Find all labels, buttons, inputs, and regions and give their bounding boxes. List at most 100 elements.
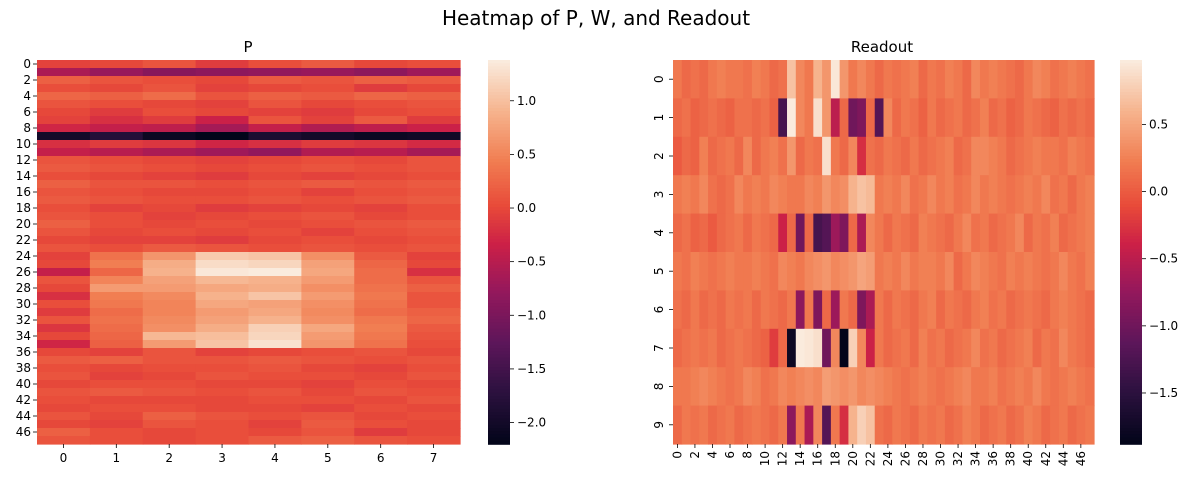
heatmap-cell xyxy=(822,60,832,99)
heatmap-cell xyxy=(301,252,355,261)
heatmap-cell xyxy=(89,108,144,117)
heatmap-p-y-axis: 0246810121416182022242628303234363840424… xyxy=(16,57,37,439)
colorbar-segment xyxy=(488,306,510,311)
colorbar-segment xyxy=(1120,271,1142,276)
heatmap-cell xyxy=(89,300,144,309)
heatmap-cell xyxy=(1032,328,1042,368)
heatmap-cell xyxy=(301,212,355,221)
heatmap-cell xyxy=(778,98,788,138)
heatmap-cell xyxy=(936,213,946,253)
heatmap-cell xyxy=(883,328,893,368)
heatmap-cell xyxy=(716,136,727,176)
heatmap-cell xyxy=(936,175,946,215)
heatmap-cell xyxy=(354,244,408,253)
heatmap-cell xyxy=(195,84,250,93)
heatmap-cell xyxy=(743,405,753,445)
heatmap-cell xyxy=(839,405,850,445)
heatmap-cell xyxy=(195,180,250,189)
colorbar-segment xyxy=(488,389,510,394)
heatmap-cell xyxy=(37,284,91,293)
heatmap-cell xyxy=(1085,175,1095,215)
heatmap-p-title: P xyxy=(243,38,252,56)
heatmap-cell xyxy=(865,60,876,99)
heatmap-cell xyxy=(708,252,718,291)
heatmap-cell xyxy=(195,140,250,149)
colorbar-segment xyxy=(488,136,510,141)
heatmap-cell xyxy=(901,328,911,368)
heatmap-cell xyxy=(918,136,928,176)
heatmap-cell xyxy=(89,148,144,157)
colorbar-segment xyxy=(488,242,510,247)
colorbar-segment xyxy=(1120,408,1142,413)
heatmap-cell xyxy=(89,324,144,333)
colorbar-segment xyxy=(488,296,510,301)
colorbar-segment xyxy=(488,152,510,157)
heatmap-cell xyxy=(248,348,302,357)
heatmap-cell xyxy=(37,84,91,93)
heatmap-cell xyxy=(354,284,408,293)
heatmap-cell xyxy=(892,213,902,253)
heatmap-cell xyxy=(725,367,735,407)
heatmap-cell xyxy=(37,116,91,125)
y-tick-label: 1 xyxy=(652,114,666,122)
colorbar-segment xyxy=(1120,312,1142,317)
heatmap-cell xyxy=(874,213,885,253)
heatmap-cell xyxy=(1041,213,1051,253)
heatmap-cell xyxy=(1085,98,1095,138)
heatmap-cell xyxy=(901,405,911,445)
heatmap-cell xyxy=(751,290,762,330)
colorbar-segment xyxy=(1120,236,1142,240)
colorbar-segment xyxy=(488,98,510,103)
colorbar-segment xyxy=(488,239,510,244)
heatmap-cell xyxy=(857,367,867,407)
heatmap-cell xyxy=(813,60,823,99)
colorbar-segment xyxy=(488,415,510,420)
heatmap-cell xyxy=(997,405,1007,445)
heatmap-cell xyxy=(681,290,692,330)
heatmap-cell xyxy=(301,356,355,365)
heatmap-cell xyxy=(37,332,91,341)
heatmap-cell xyxy=(1058,98,1069,138)
heatmap-cell xyxy=(142,220,197,229)
heatmap-cell xyxy=(813,175,823,215)
heatmap-cell xyxy=(195,436,250,445)
heatmap-cell xyxy=(673,136,683,176)
heatmap-cell xyxy=(37,156,91,165)
colorbar-segment xyxy=(1120,194,1142,199)
heatmap-cell xyxy=(997,175,1007,215)
heatmap-cell xyxy=(1015,328,1025,368)
colorbar-segment xyxy=(488,210,510,215)
y-tick-label: 38 xyxy=(16,361,31,375)
heatmap-cell xyxy=(37,196,91,205)
heatmap-cell xyxy=(1032,175,1042,215)
heatmap-cell xyxy=(997,290,1007,330)
heatmap-cell xyxy=(37,180,91,189)
heatmap-cell xyxy=(407,116,461,125)
colorbar-segment xyxy=(1120,402,1142,407)
colorbar-segment xyxy=(488,140,510,144)
heatmap-cell xyxy=(142,116,197,125)
heatmap-cell xyxy=(918,175,928,215)
heatmap-cell xyxy=(195,404,250,413)
heatmap-cell xyxy=(708,175,718,215)
heatmap-cell xyxy=(248,60,302,69)
y-tick-label: 18 xyxy=(16,201,31,215)
heatmap-cell xyxy=(407,260,461,269)
heatmap-cell xyxy=(354,92,408,101)
heatmap-cell xyxy=(1067,367,1078,407)
colorbar-segment xyxy=(1120,367,1142,372)
heatmap-cell xyxy=(301,308,355,317)
heatmap-cell xyxy=(407,92,461,101)
heatmap-cell xyxy=(1085,60,1095,99)
heatmap-cell xyxy=(354,148,408,157)
heatmap-cell xyxy=(248,108,302,117)
heatmap-cell xyxy=(248,164,302,173)
heatmap-cell xyxy=(927,328,937,368)
heatmap-cell xyxy=(354,204,408,213)
x-tick-label: 2 xyxy=(165,451,173,465)
heatmap-cell xyxy=(751,252,762,291)
heatmap-cell xyxy=(787,405,797,445)
heatmap-cell xyxy=(195,116,250,125)
heatmap-cell xyxy=(997,367,1007,407)
heatmap-cell xyxy=(708,136,718,176)
